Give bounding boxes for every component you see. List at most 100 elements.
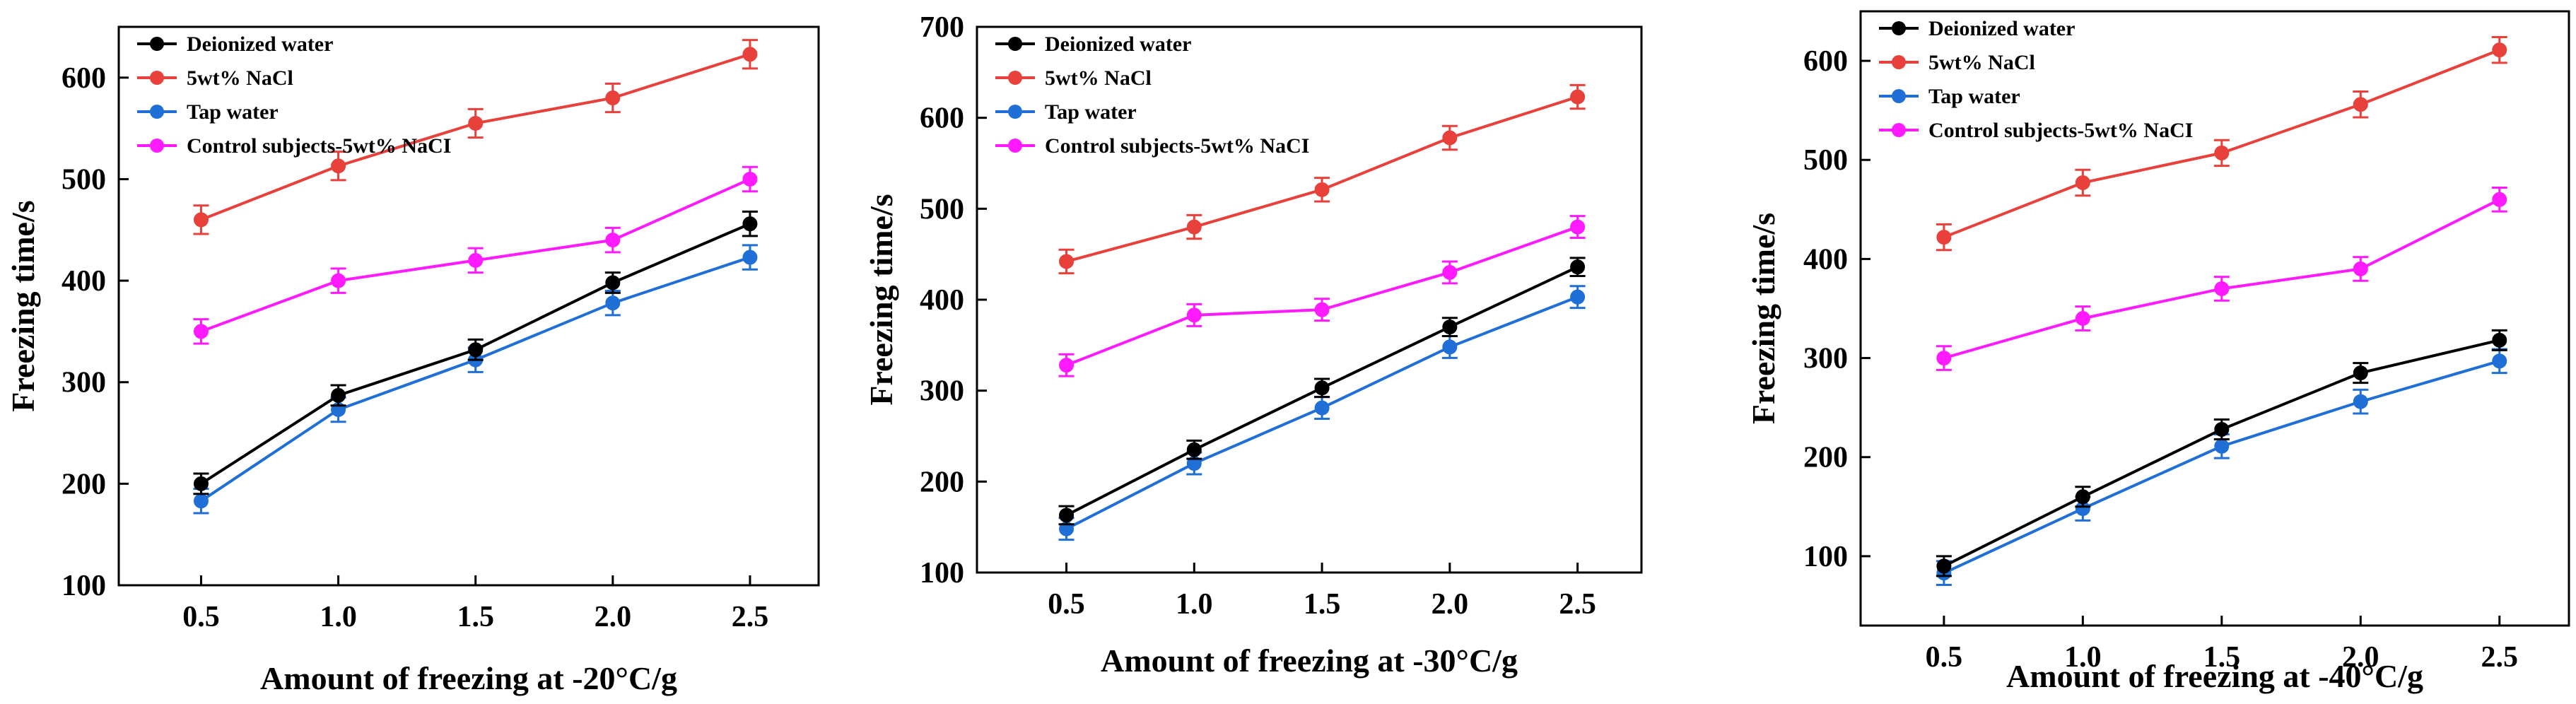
chart-panel-minus20: 100 200 300 400 500 600 0.5 1.0 1.5 2.0 2.5 Amount … (5, 25, 820, 696)
x-axis-title: Amount of freezing at -40°C/g (2006, 658, 2423, 694)
data-point (2492, 332, 2507, 348)
x-tick-label: 1.0 (320, 601, 357, 633)
data-point (605, 90, 621, 106)
data-point (193, 493, 209, 509)
data-point (468, 342, 484, 358)
legend-marker (1008, 105, 1022, 119)
data-point (1936, 351, 1952, 366)
legend-marker (150, 139, 164, 153)
legend-marker (1892, 55, 1906, 69)
x-tick-label: 0.5 (1048, 588, 1085, 621)
y-axis-title: Freezing time/s (863, 194, 899, 405)
data-point (468, 115, 484, 131)
legend-label: 5wt% NaCl (1928, 51, 2035, 74)
series-deionized-water (193, 210, 758, 495)
legend-label: 5wt% NaCl (187, 66, 293, 90)
chart-panel-minus30: 100 200 300 400 500 600 700 0.5 1.0 1.5 2.0 2.5 Amou… (863, 11, 1643, 679)
data-point (2353, 365, 2368, 381)
data-point (1936, 558, 1952, 574)
series-deionized-water (1058, 257, 1586, 526)
y-tick-label: 700 (920, 11, 964, 44)
legend-label: Control subjects-5wt% NaCI (1045, 134, 1309, 158)
y-tick-label: 300 (1803, 343, 1848, 375)
legend-marker (1892, 89, 1906, 103)
legend-label: Deionized water (1045, 33, 1191, 56)
data-point (331, 273, 346, 288)
legend: Deionized water 5wt% NaCl Tap water Control… (137, 33, 451, 158)
legend-marker (1008, 37, 1022, 51)
data-point (2214, 145, 2230, 160)
y-tick-label: 300 (920, 375, 964, 408)
data-point (2492, 192, 2507, 207)
x-tick-label: 1.0 (1176, 588, 1213, 621)
x-tick-label: 1.5 (2203, 641, 2241, 674)
y-tick-label: 100 (62, 570, 106, 602)
data-point (742, 171, 758, 187)
legend: Deionized water 5wt% NaCl Tap water Control… (1879, 17, 2193, 142)
x-tick-label: 0.5 (1926, 641, 1963, 674)
series-line-tap-water (200, 256, 751, 503)
y-tick-label: 400 (920, 284, 964, 317)
data-point (1059, 508, 1075, 523)
data-point (742, 250, 758, 265)
data-point (331, 387, 346, 403)
legend-label: Control subjects-5wt% NaCI (187, 134, 451, 158)
data-point (1314, 380, 1330, 396)
legend-label: Tap water (1928, 85, 2020, 108)
x-tick-label: 2.5 (732, 601, 769, 633)
x-tick-label: 1.5 (1304, 588, 1341, 621)
data-point (193, 212, 209, 228)
data-point (1570, 259, 1586, 275)
data-point (1314, 302, 1330, 317)
data-point (2353, 394, 2368, 409)
series-tap-water (1936, 348, 2507, 587)
x-tick-label: 1.5 (457, 601, 494, 633)
y-tick-label: 500 (62, 163, 106, 196)
data-point (1442, 264, 1458, 280)
series-control-subjects-5wt-naci (193, 165, 758, 345)
data-point (468, 252, 484, 268)
series-tap-water (193, 244, 758, 515)
data-point (2214, 281, 2230, 296)
x-tick-label: 2.0 (2342, 641, 2379, 674)
legend-label: Deionized water (1928, 17, 2075, 40)
legend-label: Deionized water (187, 33, 333, 56)
x-axis-title: Amount of freezing at -30°C/g (1101, 643, 1518, 679)
y-tick-label: 400 (62, 265, 106, 298)
y-tick-label: 600 (62, 62, 106, 95)
data-point (2075, 311, 2090, 326)
y-tick-label: 100 (1803, 541, 1848, 573)
series-line-tap-water (1943, 359, 2500, 575)
data-point (742, 216, 758, 232)
legend-marker (150, 71, 164, 85)
legend-marker (150, 37, 164, 51)
series-5wt-nacl (193, 39, 758, 235)
data-point (605, 233, 621, 248)
y-tick-label: 200 (62, 468, 106, 500)
data-point (331, 158, 346, 174)
legend-marker (1892, 123, 1906, 137)
data-point (2492, 42, 2507, 58)
data-point (1186, 442, 1202, 457)
data-point (605, 295, 621, 311)
series-control-subjects-5wt-naci (1936, 186, 2507, 371)
series-deionized-water (1936, 329, 2507, 577)
plot-frame (117, 25, 820, 587)
x-tick-label: 2.5 (1559, 588, 1596, 621)
legend: Deionized water 5wt% NaCl Tap water Control… (995, 33, 1309, 158)
x-tick-label: 1.0 (2064, 641, 2102, 674)
data-point (1570, 89, 1586, 105)
data-point (1570, 289, 1586, 305)
x-tick-label: 0.5 (182, 601, 220, 633)
x-tick-label: 2.5 (2481, 641, 2519, 674)
data-point (1570, 219, 1586, 235)
y-tick-label: 600 (920, 102, 964, 135)
legend-marker (1008, 71, 1022, 85)
data-point (1059, 358, 1075, 373)
y-tick-label: 500 (920, 193, 964, 225)
y-axis-title: Freezing time/s (1745, 213, 1781, 424)
legend-marker (150, 105, 164, 119)
series-5wt-nacl (1936, 35, 2507, 252)
y-axis-title: Freezing time/s (5, 200, 41, 411)
